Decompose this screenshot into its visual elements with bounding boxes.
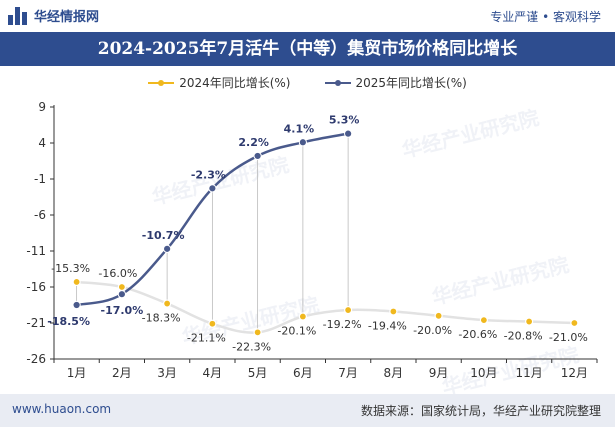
data-label-2025: -18.5% [47, 315, 90, 328]
x-tick-label: 3月 [157, 366, 177, 380]
footer: www.huaon.com 数据来源：国家统计局，华经产业研究院整理 [0, 394, 615, 427]
data-label-2024: -20.1% [277, 325, 316, 338]
data-point-2024-fill [208, 319, 217, 328]
data-label-2024: -21.0% [549, 331, 588, 344]
legend-marker-2024 [148, 78, 175, 88]
chart-title: 2024-2025年7月活牛（中等）集贸市场价格同比增长 [0, 32, 615, 66]
data-point-2024-fill [253, 328, 262, 337]
data-label-2025: -17.0% [101, 304, 144, 317]
data-label-2025: 4.1% [284, 122, 315, 135]
x-tick-label: 2月 [112, 366, 132, 380]
top-bar: 华经情报网 专业严谨 • 客观科学 [0, 0, 615, 32]
data-point-2025 [72, 300, 81, 310]
data-point-2024-fill [298, 312, 307, 321]
data-label-2025: -10.7% [142, 229, 185, 242]
data-point-2024-fill [163, 299, 172, 308]
data-label-2024: -16.0% [98, 267, 137, 280]
data-point-2024-fill [525, 317, 534, 326]
legend-item-2024: 2024年同比增长(%) [148, 74, 291, 91]
data-point-2025 [298, 138, 307, 147]
y-tick-label: 4 [38, 136, 46, 150]
y-tick-label: -26 [26, 352, 46, 366]
data-label-2024: -20.6% [458, 328, 497, 341]
data-point-2024-fill [117, 283, 126, 291]
legend-marker-2025 [324, 78, 351, 88]
data-point-2024-fill [570, 319, 579, 327]
x-tick-label: 11月 [515, 366, 542, 380]
data-point-2025 [208, 184, 217, 193]
data-label-2024: -19.2% [323, 318, 362, 331]
data-label-2024: -21.1% [187, 332, 226, 345]
logo-text: 华经情报网 [34, 10, 100, 25]
data-point-2024-fill [479, 316, 488, 325]
data-label-2025: 5.3% [329, 114, 360, 127]
y-tick-label: -21 [26, 316, 46, 330]
data-label-2025: -2.3% [191, 168, 226, 181]
data-point-2025 [117, 290, 126, 299]
y-tick-label: -6 [34, 208, 46, 222]
data-label-2024: -15.3% [51, 262, 90, 275]
x-tick-label: 1月 [67, 366, 87, 380]
legend: 2024年同比增长(%) 2025年同比增长(%) [0, 74, 615, 91]
x-tick-label: 10月 [470, 366, 497, 380]
legend-label-2024: 2024年同比增长(%) [179, 76, 291, 90]
logo: 华经情报网 [8, 6, 99, 25]
data-point-2025 [163, 244, 172, 253]
legend-item-2025: 2025年同比增长(%) [324, 74, 467, 91]
data-label-2024: -20.8% [504, 330, 543, 343]
data-label-2024: -18.3% [142, 312, 181, 325]
y-tick-label: -11 [26, 244, 46, 258]
data-label-2024: -20.0% [413, 324, 452, 337]
y-tick-label: -1 [34, 172, 46, 186]
footer-website: www.huaon.com [12, 402, 112, 416]
data-point-2025 [253, 151, 262, 161]
data-label-2024: -19.4% [368, 319, 407, 332]
footer-source: 数据来源：国家统计局，华经产业研究院整理 [360, 404, 601, 418]
legend-label-2025: 2025年同比增长(%) [355, 76, 467, 90]
data-label-2024: -22.3% [232, 340, 271, 353]
y-tick-label: -16 [26, 280, 46, 294]
data-point-2025 [344, 129, 353, 138]
x-tick-label: 6月 [293, 366, 313, 380]
x-tick-label: 12月 [561, 366, 588, 380]
x-tick-label: 9月 [429, 366, 449, 380]
x-tick-label: 7月 [338, 366, 358, 380]
x-tick-label: 5月 [248, 366, 268, 380]
data-label-2025: 2.2% [238, 136, 269, 149]
data-point-2024-fill [72, 278, 81, 286]
x-tick-label: 4月 [203, 366, 223, 380]
tagline: 专业严谨 • 客观科学 [490, 10, 601, 24]
x-tick-label: 8月 [384, 366, 404, 380]
logo-icon [8, 6, 28, 25]
data-point-2024-fill [389, 307, 398, 316]
y-tick-label: 9 [38, 100, 46, 114]
data-point-2024-fill [434, 311, 443, 320]
data-point-2024-fill [344, 306, 353, 314]
